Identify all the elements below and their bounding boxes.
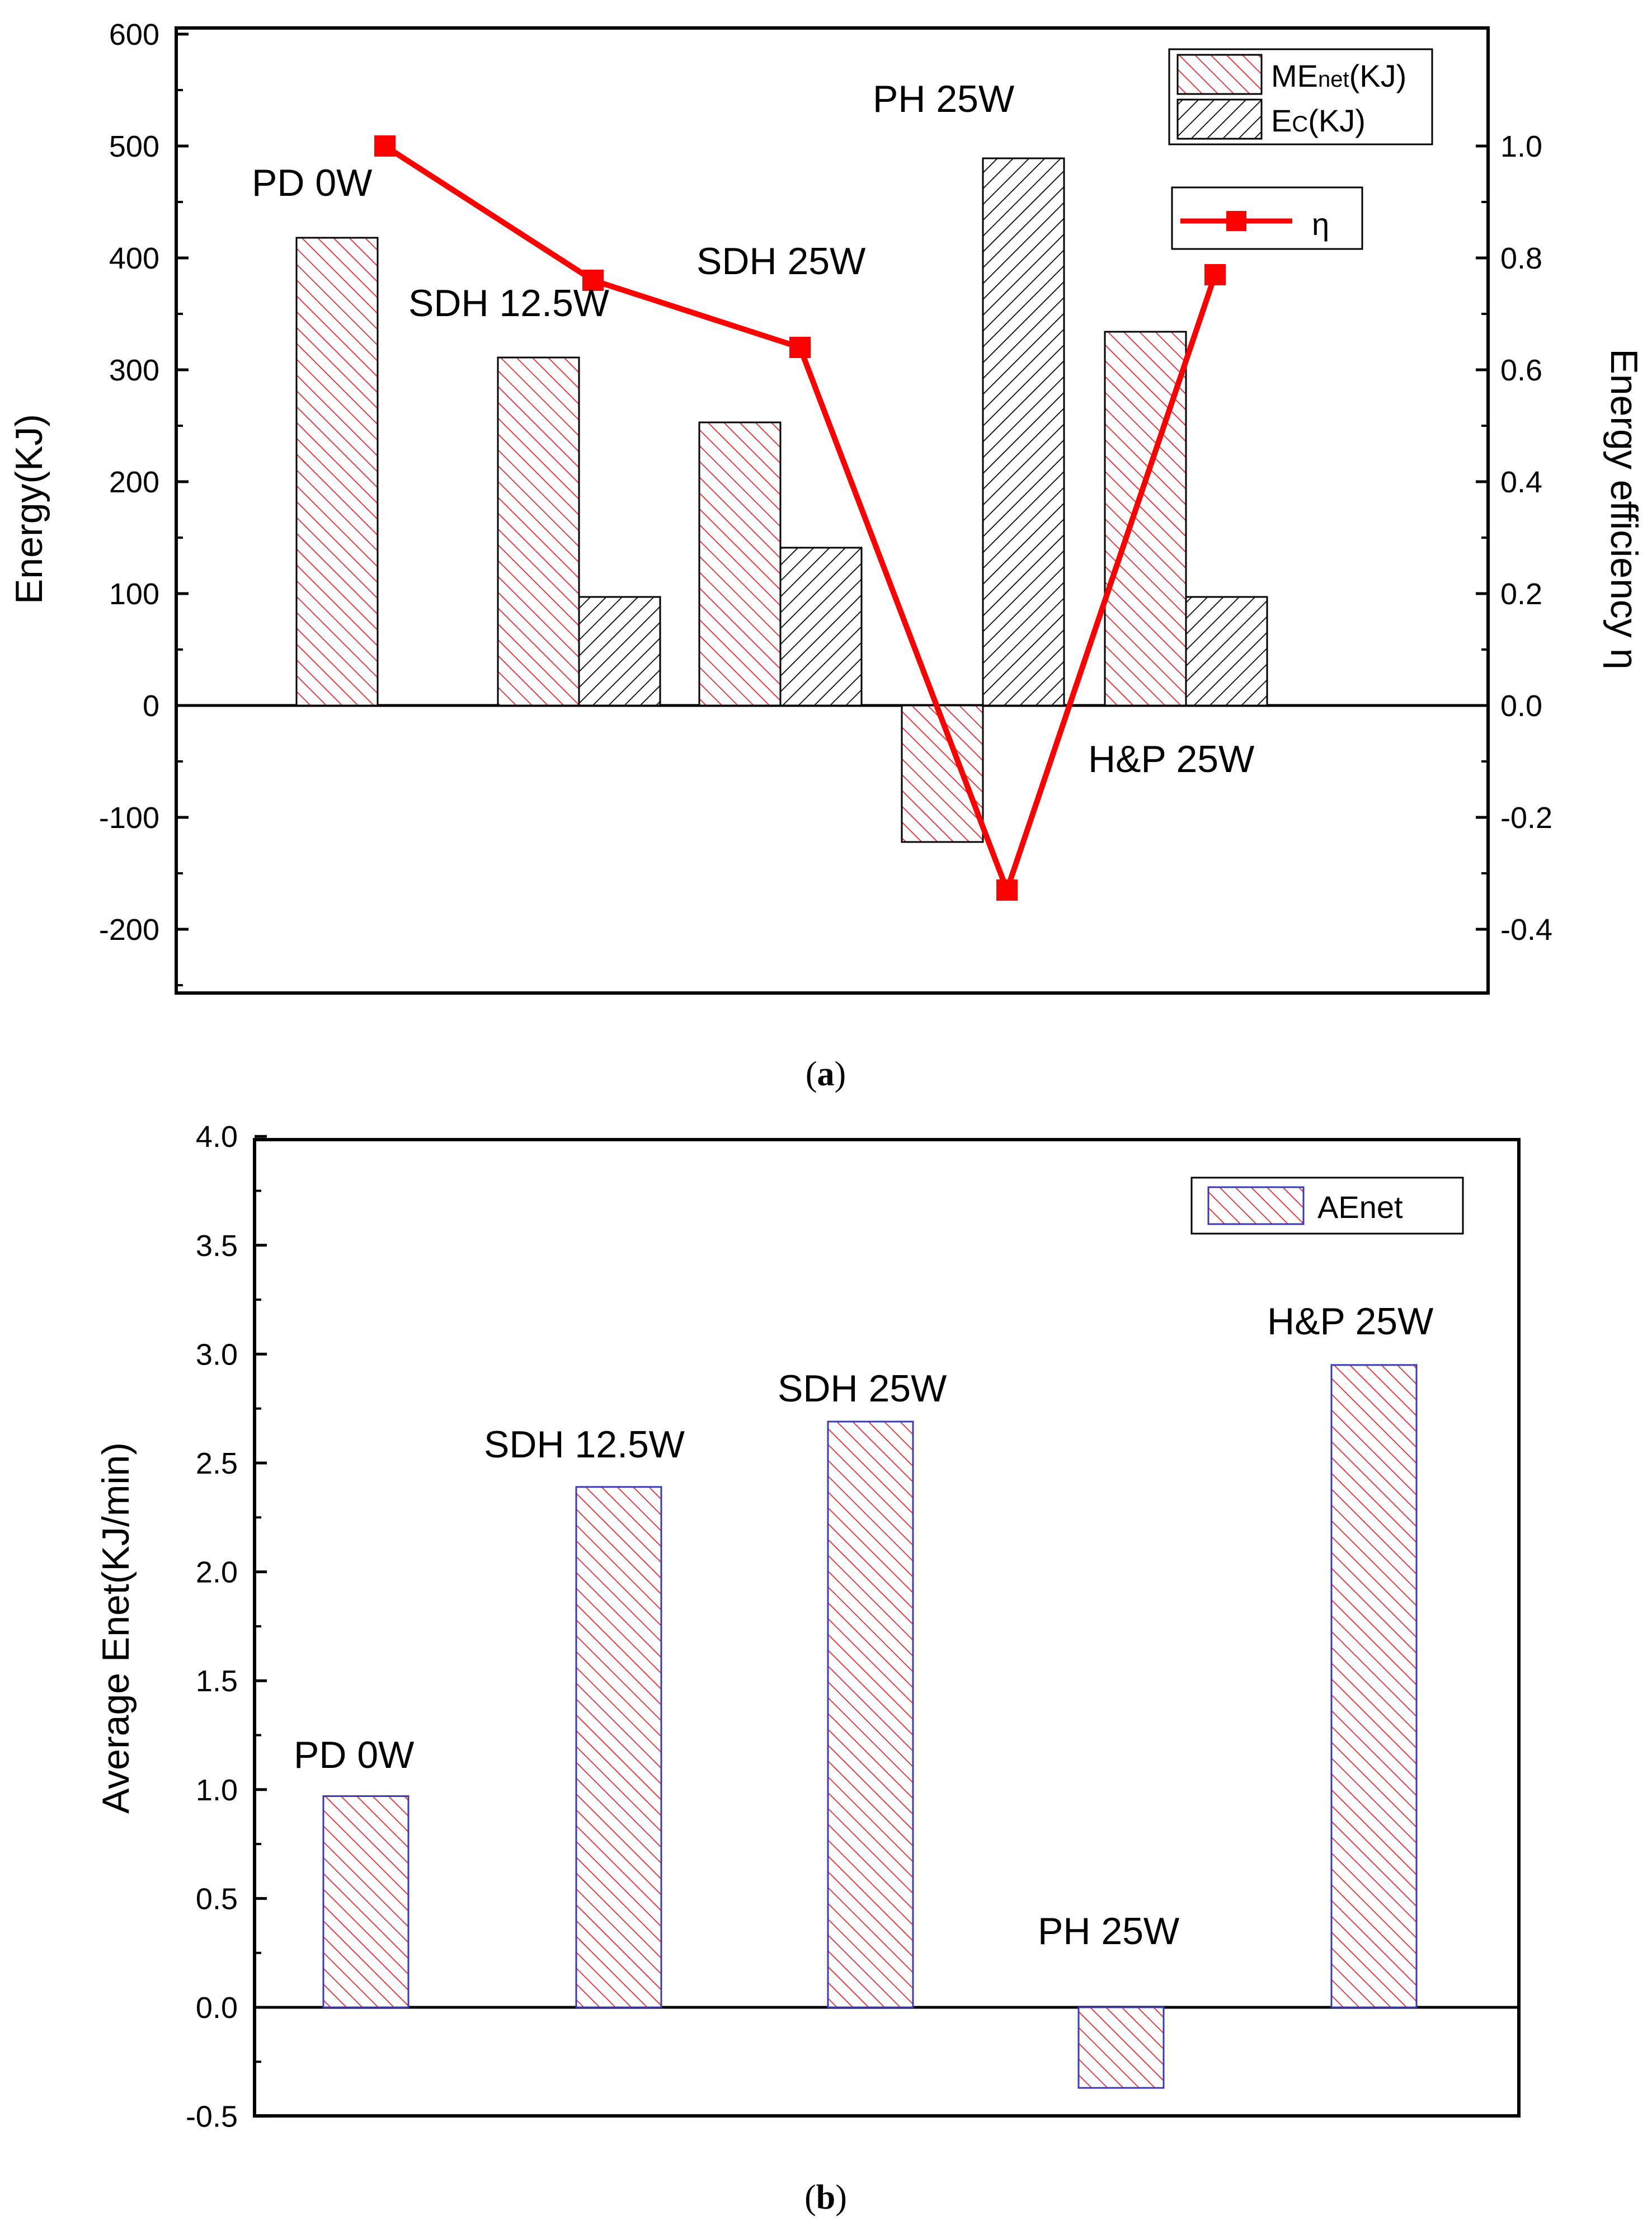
panel-b-left-axis: 4.0 3.5 3.0 2.5 2.0 1.5 1.0 0.5 0.0 -0.5 xyxy=(186,1120,267,2134)
panel-b-annotation-sdh-25w: SDH 25W xyxy=(778,1367,947,1410)
panel-a-bar-menet-kj-hp-25w xyxy=(1104,331,1187,707)
panel-a-ytick-label-6: 0 xyxy=(143,689,159,723)
panel-b-ytick-label-9: -0.5 xyxy=(186,2100,238,2134)
panel-a-y2tick-label-6: -0.2 xyxy=(1500,801,1552,835)
panel-a-eta-point-ph-25w xyxy=(996,879,1018,901)
panel-a-y2-axis-title: Energy efficiency η xyxy=(1603,349,1645,669)
panel-b-ytick-label-4: 2.0 xyxy=(196,1556,238,1589)
panel-b-bar-sdh-25w xyxy=(827,1420,914,2008)
panel-a-eta-line xyxy=(374,135,1226,901)
panel-b-ytick-label-0: 4.0 xyxy=(196,1120,238,1154)
panel-a-bar-menet-kj-pd-0w xyxy=(295,237,379,707)
panel-b-annotation-ph-25w: PH 25W xyxy=(1038,1910,1179,1953)
panel-a-ytick-label-0: 600 xyxy=(109,18,159,51)
panel-b-annotation-pd-0w: PD 0W xyxy=(294,1734,414,1776)
panel-a-bar-ec-kj-ph-25w xyxy=(982,157,1065,707)
legend-label-eta: η xyxy=(1312,206,1329,242)
panel-b-ytick-label-1: 3.5 xyxy=(196,1229,238,1263)
panel-a-annotation-pd-0w: PD 0W xyxy=(252,162,372,204)
panel-a-y2tick-label-2: 0.6 xyxy=(1500,354,1542,387)
panel-a-y2tick-label-3: 0.4 xyxy=(1500,465,1542,499)
panel-a-plot-frame xyxy=(175,26,1490,995)
panel-b-ytick-label-8: 0.0 xyxy=(196,1991,238,2025)
panel-a-y2tick-label-4: 0.2 xyxy=(1500,577,1542,611)
legend-swatch-aenet xyxy=(1207,1186,1305,1225)
panel-a-bar-ec-kj-hp-25w xyxy=(1185,596,1268,707)
panel-a-y2tick-label-0: 1.0 xyxy=(1500,130,1542,163)
panel-a-eta-legend: η xyxy=(1171,186,1363,250)
panel-a-y2tick-label-1: 0.8 xyxy=(1500,242,1542,275)
panel-b-bar-ph-25w xyxy=(1077,2006,1165,2089)
legend-label-aenet: AEnet xyxy=(1317,1189,1403,1225)
panel-a-bar-menet-kj-sdh-12-5w xyxy=(497,356,580,707)
panel-a-left-axis: 600 500 400 300 200 100 0 -100 -200 xyxy=(99,18,189,986)
panel-a-chart: 600 500 400 300 200 100 0 -100 -200 1.0 0.8 0.6 0.4… xyxy=(8,18,1645,1093)
legend-label-menet: MEnet(KJ) xyxy=(1271,58,1406,93)
panel-b-bars xyxy=(322,1364,1418,2089)
legend-label-ec: EC(KJ) xyxy=(1271,103,1366,138)
panel-a-ytick-label-8: -200 xyxy=(99,913,159,947)
legend-swatch-ec xyxy=(1176,98,1263,140)
panel-a-bar-legend: MEnet(KJ) EC(KJ) xyxy=(1168,48,1433,145)
panel-a-ytick-label-4: 200 xyxy=(109,465,159,499)
legend-swatch-menet xyxy=(1176,54,1263,95)
legend-marker-eta xyxy=(1226,211,1246,231)
panel-a-annotation-sdh-25w: SDH 25W xyxy=(696,240,865,283)
panel-a-bar-ec-kj-sdh-25w xyxy=(779,547,863,707)
panel-a-eta-point-pd-0w xyxy=(374,135,396,157)
panel-b-chart: 4.0 3.5 3.0 2.5 2.0 1.5 1.0 0.5 0.0 -0.5 PD 0W SD… xyxy=(95,1120,1521,2217)
panel-b-y-axis-title: Average Enet(KJ/min) xyxy=(95,1442,137,1814)
panel-b-label: (b) xyxy=(804,2179,847,2217)
panel-a-eta-point-sdh-12-5w xyxy=(582,270,604,291)
panel-a-y2tick-label-7: -0.4 xyxy=(1500,913,1552,947)
panel-a-eta-point-hp-25w xyxy=(1204,264,1226,285)
panel-a-ytick-label-5: 100 xyxy=(109,577,159,611)
panel-a-ytick-label-7: -100 xyxy=(99,801,159,835)
panel-a-y-axis-title: Energy(KJ) xyxy=(8,414,50,604)
panel-a-y2tick-label-5: 0.0 xyxy=(1500,689,1542,723)
panel-a-bar-ec-kj-sdh-12-5w xyxy=(578,596,661,707)
panel-b-annotation-hp-25w: H&P 25W xyxy=(1267,1300,1433,1343)
panel-a-right-axis: 1.0 0.8 0.6 0.4 0.2 0.0 -0.2 -0.4 xyxy=(1476,130,1552,947)
panel-b-plot-frame xyxy=(253,1138,1521,2118)
panel-b-ytick-label-7: 0.5 xyxy=(196,1882,238,1916)
panel-b-ytick-label-6: 1.0 xyxy=(196,1773,238,1807)
panel-a-eta-point-sdh-25w xyxy=(789,337,811,358)
panel-a-bar-menet-kj-sdh-25w xyxy=(698,421,782,707)
panel-b-annotation-sdh-12-5w: SDH 12.5W xyxy=(484,1423,685,1466)
panel-b-ytick-label-2: 3.0 xyxy=(196,1338,238,1371)
panel-a-annotation-ph-25w: PH 25W xyxy=(873,78,1014,120)
panel-a-annotation-sdh-12-5w: SDH 12.5W xyxy=(408,282,609,324)
panel-b-ytick-label-5: 1.5 xyxy=(196,1664,238,1698)
panel-a-ytick-label-2: 400 xyxy=(109,242,159,275)
panel-a-bars xyxy=(295,157,1268,843)
panel-a-label: (a) xyxy=(806,1055,846,1093)
panel-b-ytick-label-3: 2.5 xyxy=(196,1447,238,1480)
panel-b-bar-pd-0w xyxy=(322,1795,410,2008)
panel-b-bar-hp-25w xyxy=(1330,1364,1418,2008)
panel-b-legend: AEnet xyxy=(1190,1177,1464,1235)
panel-a-ytick-label-3: 300 xyxy=(109,354,159,387)
panel-a-annotation-hp-25w: H&P 25W xyxy=(1088,738,1254,780)
panel-a-ytick-label-1: 500 xyxy=(109,130,159,163)
panel-b-bar-sdh-12-5w xyxy=(575,1486,662,2008)
